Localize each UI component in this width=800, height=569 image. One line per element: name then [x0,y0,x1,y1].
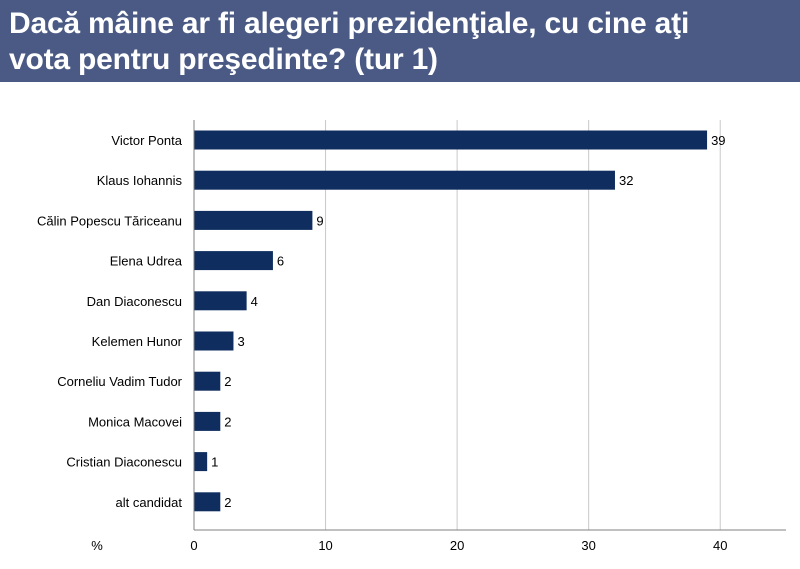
category-label-2: Călin Popescu Tăriceanu [37,213,182,228]
bar-9 [194,492,221,512]
category-label-7: Monica Macovei [88,414,182,429]
x-tick-label-0: 0 [190,538,197,553]
bars [194,130,708,512]
x-axis-label: % [91,538,103,553]
category-label-8: Cristian Diaconescu [66,455,182,470]
category-label-6: Corneliu Vadim Tudor [57,374,182,389]
x-tick-label-20: 20 [450,538,464,553]
bar-3 [194,251,273,271]
category-label-1: Klaus Iohannis [97,173,183,188]
bar-4 [194,291,247,311]
category-label-3: Elena Udrea [110,254,183,269]
value-label-1: 32 [619,173,633,188]
axes [193,120,786,531]
bar-0 [194,130,708,150]
chart-title-line-1: Dacă mâine ar fi alegeri prezidenţiale, … [9,7,690,40]
value-label-0: 39 [711,133,725,148]
category-label-9: alt candidat [116,495,183,510]
value-label-8: 1 [211,455,218,470]
bar-6 [194,371,221,391]
bar-8 [194,452,208,472]
title-bar: Dacă mâine ar fi alegeri prezidenţiale, … [0,0,800,82]
bar-2 [194,210,313,230]
chart-title-line-2: vota pentru preşedinte? (tur 1) [9,43,438,76]
value-label-9: 2 [224,495,231,510]
x-tick-label-40: 40 [713,538,727,553]
category-label-4: Dan Diaconescu [87,294,182,309]
bar-5 [194,331,234,351]
value-label-6: 2 [224,374,231,389]
bar-7 [194,411,221,431]
value-label-4: 4 [251,294,258,309]
value-label-7: 2 [224,414,231,429]
value-label-3: 6 [277,254,284,269]
x-tick-label-30: 30 [581,538,595,553]
value-label-2: 9 [316,213,323,228]
value-label-5: 3 [237,334,244,349]
x-tick-label-10: 10 [318,538,332,553]
category-label-0: Victor Ponta [111,133,182,148]
category-label-5: Kelemen Hunor [92,334,183,349]
bar-1 [194,170,615,190]
